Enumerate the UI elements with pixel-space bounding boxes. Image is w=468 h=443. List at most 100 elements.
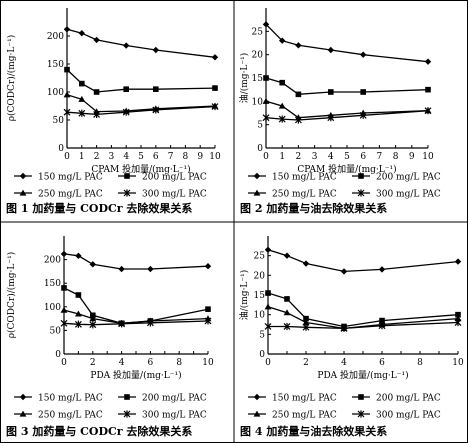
y-tick-label: 100 (44, 303, 61, 313)
legend-label: 300 mg/L PAC (142, 411, 207, 421)
figure-caption: 图 4 加药量与油去除效果关系 (240, 424, 387, 438)
series-line-3 (267, 306, 459, 330)
data-point-cross (294, 116, 302, 124)
x-tick-label: 3 (109, 152, 115, 162)
y-tick-label: 20 (252, 51, 264, 61)
x-tick-label: 2 (296, 152, 302, 162)
data-point-diamond (147, 265, 154, 273)
y-tick-label: 15 (254, 291, 266, 301)
data-point-triangle (60, 306, 68, 313)
data-point-cross (152, 106, 160, 114)
chart-panel-4: 0 2 4 6 8 10 0 5 10 15 20 25 油/(mg·L⁻¹) PDA 投加量/(mg·L… (238, 236, 464, 438)
x-tick-label: 4 (328, 152, 334, 162)
data-point-diamond (89, 261, 96, 268)
data-point-square (279, 79, 285, 86)
data-point-square (425, 86, 431, 93)
x-tick-label: 0 (64, 152, 70, 162)
legend-label: 250 mg/L PAC (272, 190, 337, 200)
series-line-1 (267, 249, 459, 273)
figure-caption: 图 2 加药量与油去除效果关系 (240, 201, 387, 215)
y-tick-label: 5 (257, 121, 263, 131)
data-point-cross (262, 114, 270, 122)
data-point-square (61, 285, 67, 291)
x-tick-label: 4 (123, 152, 129, 162)
data-point-cross (89, 321, 97, 329)
series-line-1 (66, 28, 216, 58)
legend-label: 200 mg/L PAC (376, 394, 441, 404)
series-line-4 (63, 320, 209, 326)
chart-panel-1: 0 1 2 3 4 5 6 7 8 9 10050100150200ρ(CODCr)/(mg·L⁻¹… (6, 8, 221, 215)
data-point-square (360, 89, 366, 95)
x-tick-label: 9 (197, 152, 203, 162)
legend-marker-triangle (253, 410, 261, 417)
data-point-cross (74, 320, 82, 328)
legend-marker-diamond (19, 172, 27, 180)
data-point-square (79, 80, 85, 87)
y-tick-label: 150 (44, 279, 61, 289)
y-tick-label: 50 (50, 326, 62, 336)
y-tick-label: 20 (254, 271, 266, 281)
data-point-triangle (278, 102, 286, 109)
data-point-diamond (123, 42, 130, 49)
legend: 150 mg/L PAC 200 mg/L PAC 250 mg/L PAC 300 … (248, 394, 441, 421)
data-point-square (153, 86, 159, 92)
data-point-diamond (60, 250, 68, 258)
legend-marker-triangle (253, 189, 261, 196)
y-tick-label: 50 (53, 116, 65, 126)
y-tick-label: 150 (47, 60, 64, 70)
legend-marker-diamond (253, 172, 261, 180)
y-tick-label: 0 (58, 144, 64, 154)
legend-marker-cross (357, 410, 365, 418)
x-tick-label: 3 (312, 152, 318, 162)
legend-label: 150 mg/L PAC (272, 173, 337, 183)
series-line-3 (63, 309, 209, 324)
x-tick-label: 7 (168, 152, 174, 162)
x-tick-label: 10 (209, 152, 221, 162)
x-tick-label: 9 (409, 152, 415, 162)
x-axis-label: CPAM 投加量/(mg·L⁻¹) (297, 163, 396, 175)
legend: 150 mg/L PAC 200 mg/L PAC 250 mg/L PAC 300 … (14, 173, 207, 200)
legend-label: 200 mg/L PAC (142, 394, 207, 404)
data-point-square (64, 66, 70, 73)
series-line-4 (268, 321, 459, 330)
x-tick-label: 10 (202, 358, 214, 368)
data-point-square (93, 89, 100, 95)
series-line-4 (66, 105, 216, 116)
data-point-diamond (262, 21, 270, 28)
y-axis-label: 油/(mg·L⁻¹) (238, 270, 250, 321)
x-tick-label: 6 (153, 152, 159, 162)
data-point-triangle (302, 319, 310, 326)
figure-caption: 图 3 加药量与 CODCr 去除效果关系 (6, 424, 192, 438)
data-point-square (265, 290, 271, 296)
data-point-diamond (93, 36, 100, 44)
legend-label: 150 mg/L PAC (38, 173, 103, 183)
data-point-cross (118, 320, 126, 328)
legend-label: 250 mg/L PAC (38, 411, 103, 421)
y-axis-label: 油/(mg·L⁻¹) (238, 53, 250, 104)
x-tick-label: 2 (94, 152, 100, 162)
series-line-3 (66, 94, 216, 113)
data-point-square (328, 89, 334, 95)
legend-marker-cross (123, 189, 131, 197)
x-axis-label: CPAM 投加量/(mg·L⁻¹) (91, 163, 190, 175)
data-point-triangle (262, 97, 270, 104)
x-tick-label: 10 (422, 152, 434, 162)
x-tick-label: 6 (148, 358, 154, 368)
x-tick-label: 5 (344, 152, 350, 162)
data-point-cross (93, 110, 101, 118)
data-point-triangle (283, 309, 291, 316)
legend-marker-triangle (19, 189, 27, 196)
y-tick-label: 5 (259, 330, 265, 340)
data-point-triangle (264, 303, 272, 310)
data-point-cross (211, 102, 219, 111)
figure-caption: 图 1 加药量与 CODCr 去除效果关系 (6, 201, 192, 215)
legend-label: 300 mg/L PAC (376, 411, 441, 421)
chart-panel-3: 0 2 4 6 8 10050100150200ρ(CODCr)/(mg·L⁻¹)PDA … (6, 236, 214, 438)
x-tick-label: 2 (303, 358, 309, 368)
x-tick-label: 8 (417, 358, 423, 368)
data-point-square (455, 311, 461, 318)
legend-label: 250 mg/L PAC (38, 190, 103, 200)
data-point-diamond (63, 26, 71, 33)
data-point-triangle (63, 91, 71, 98)
